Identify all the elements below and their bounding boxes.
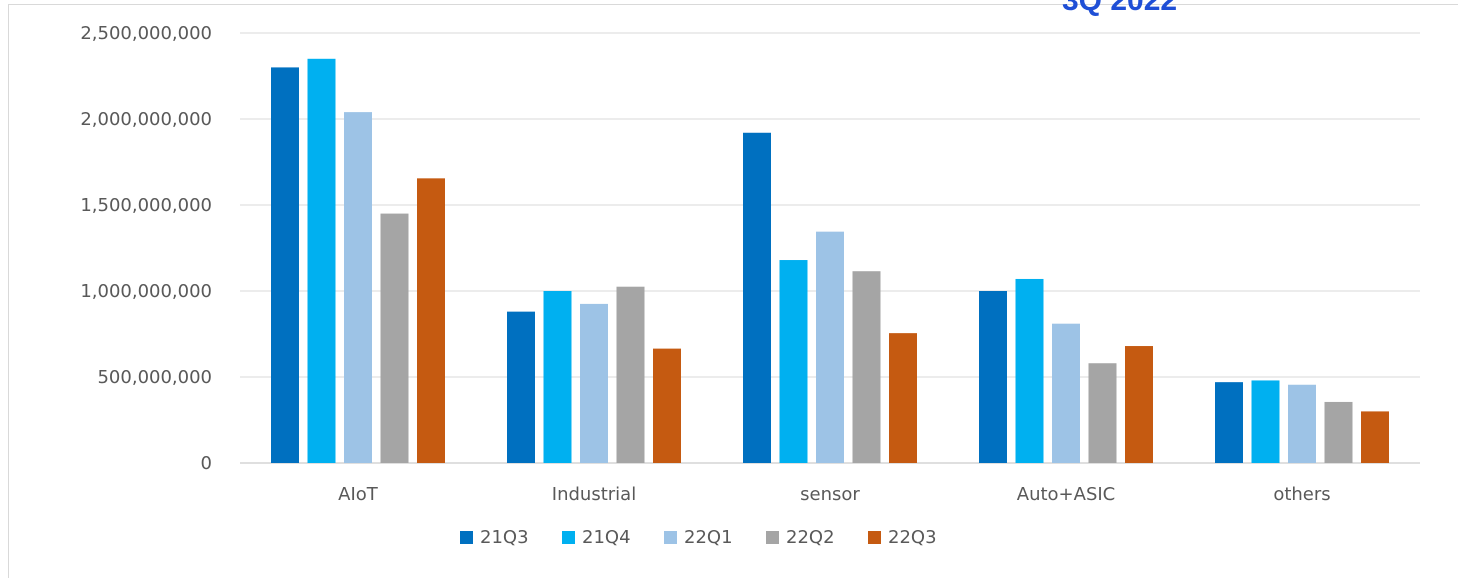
- legend-swatch: [766, 531, 779, 544]
- category-label: sensor: [800, 484, 860, 505]
- bar-21Q4-Industrial: [543, 291, 572, 463]
- legend-swatch: [664, 531, 677, 544]
- bar-22Q3-Industrial: [653, 348, 681, 463]
- legend-swatch: [562, 531, 575, 544]
- bar-22Q3-Auto+ASIC: [1125, 346, 1153, 463]
- bar-22Q2-Auto+ASIC: [1088, 363, 1117, 463]
- corner-title: 3Q 2022: [1062, 0, 1178, 17]
- bar-22Q2-sensor: [852, 271, 881, 463]
- category-label: Auto+ASIC: [1017, 484, 1116, 505]
- bar-22Q1-sensor: [816, 231, 844, 463]
- bar-22Q2-Industrial: [616, 286, 645, 463]
- legend-label: 21Q3: [480, 527, 529, 548]
- bar-21Q3-Auto+ASIC: [979, 291, 1007, 463]
- bar-22Q1-Industrial: [580, 303, 608, 463]
- bar-22Q3-AIoT: [417, 178, 445, 463]
- bar-21Q4-AIoT: [307, 58, 336, 464]
- bar-21Q3-others: [1215, 382, 1243, 463]
- bar-22Q3-sensor: [889, 333, 917, 463]
- bar-21Q4-others: [1251, 380, 1280, 463]
- bar-21Q3-AIoT: [271, 67, 299, 464]
- bar-22Q2-others: [1324, 401, 1353, 463]
- bars: [271, 58, 1389, 464]
- legend-swatch: [868, 531, 881, 544]
- bar-22Q1-Auto+ASIC: [1052, 323, 1080, 463]
- bar-22Q1-others: [1288, 384, 1316, 463]
- bar-21Q4-Auto+ASIC: [1015, 278, 1044, 463]
- legend-label: 22Q1: [684, 527, 733, 548]
- y-tick-label: 1,000,000,000: [80, 281, 212, 302]
- y-tick-label: 1,500,000,000: [80, 195, 212, 216]
- chart-frame: [8, 4, 1458, 578]
- bar-21Q3-sensor: [743, 132, 771, 463]
- bar-21Q3-Industrial: [507, 311, 535, 463]
- bar-22Q3-others: [1361, 411, 1389, 463]
- y-tick-label: 0: [201, 453, 212, 474]
- category-label: AIoT: [338, 484, 379, 505]
- bar-21Q4-sensor: [779, 260, 808, 463]
- y-tick-label: 2,500,000,000: [80, 23, 212, 44]
- y-tick-label: 2,000,000,000: [80, 109, 212, 130]
- bar-22Q1-AIoT: [344, 112, 372, 464]
- y-tick-label: 500,000,000: [97, 367, 212, 388]
- category-label: others: [1273, 484, 1330, 505]
- y-axis-tick-labels: 0 500,000,000 1,000,000,000 1,500,000,000 2,…: [80, 23, 212, 474]
- bar-22Q2-AIoT: [380, 213, 409, 463]
- legend-label: 22Q3: [888, 527, 937, 548]
- legend: 21Q3 21Q4 22Q1 22Q2 22Q3: [460, 527, 937, 548]
- legend-label: 22Q2: [786, 527, 835, 548]
- category-label: Industrial: [552, 484, 636, 505]
- x-axis-category-labels: AIoT Industrial sensor Auto+ASIC others: [338, 484, 1330, 505]
- legend-label: 21Q4: [582, 527, 631, 548]
- legend-swatch: [460, 531, 473, 544]
